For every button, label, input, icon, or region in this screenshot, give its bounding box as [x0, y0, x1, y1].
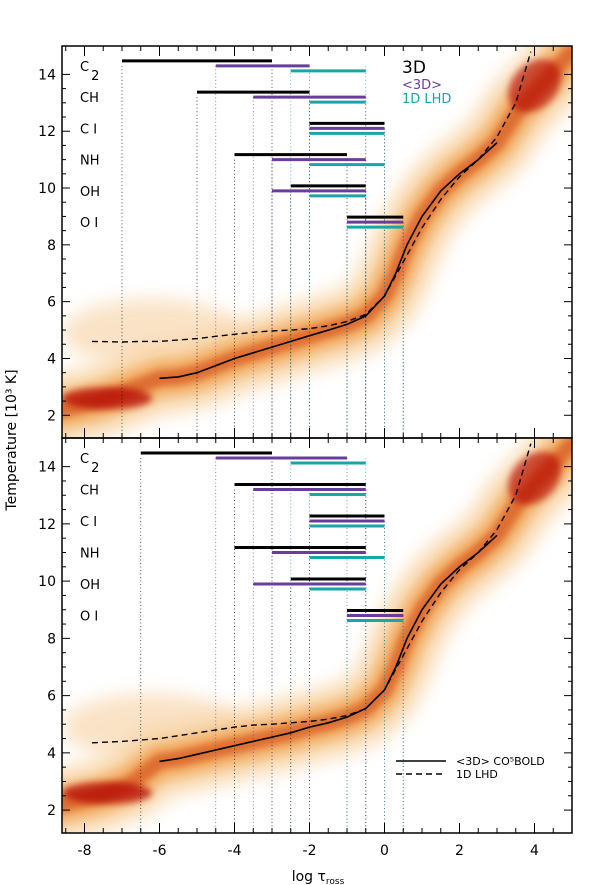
x-axis-label-main: log τ [292, 869, 326, 885]
legend-entry: <3D> [402, 78, 442, 93]
series-mean-3d-line [159, 142, 498, 380]
x-tick-label: 4 [530, 843, 539, 859]
species-label-main: CH [80, 91, 99, 106]
legend-entry: 1D LHD [456, 768, 498, 781]
plot-frame [61, 437, 573, 834]
species-label: O I [80, 216, 98, 231]
species-label-main: C I [80, 515, 97, 530]
legend-entry: 1D LHD [402, 92, 451, 107]
species-label-main: OH [80, 185, 100, 200]
y-tick-label: 4 [47, 746, 56, 762]
species-label-main: O I [80, 609, 98, 624]
species-label-main: CH [80, 484, 99, 499]
y-tick-label: 2 [47, 408, 56, 424]
y-axis-label: Temperature [10³ K] [4, 369, 20, 511]
x-tick-label: -8 [78, 843, 92, 859]
y-tick-label: 8 [47, 631, 56, 647]
species-label: C2 [80, 452, 99, 476]
temperature-curves [91, 443, 532, 763]
x-tick-label: 0 [380, 843, 389, 859]
x-axis-label-subscript: ross [326, 877, 345, 885]
species-label-main: C I [80, 122, 97, 137]
formation-range-bars: C2 CH C I NH OH O I [80, 451, 404, 624]
species-label: C I [80, 515, 97, 530]
svg-text:log τross: log τross [292, 869, 345, 885]
species-label-main: NH [80, 154, 100, 169]
species-label-subscript: 2 [91, 69, 99, 84]
species-label-main: O I [80, 216, 98, 231]
y-tick-label: 14 [38, 67, 56, 83]
y-tick-label: 8 [47, 238, 56, 254]
series-1d-lhd-line [91, 51, 532, 343]
x-tick-label: 2 [455, 843, 464, 859]
species-label: NH [80, 546, 100, 561]
y-tick-label: 10 [38, 181, 56, 197]
range-guide-lines [140, 458, 404, 833]
axes: 2 4 6 8 10 12 14 -8 -6 -4 -2 0 2 4 [38, 437, 573, 859]
x-axis-label: log τross [292, 869, 345, 885]
series-mean-3d-line [159, 534, 498, 763]
legend-entry: 3D [402, 58, 426, 78]
series-1d-lhd-line [91, 443, 532, 744]
x-tick-label: -2 [303, 843, 317, 859]
y-tick-label: 2 [47, 803, 56, 819]
species-label: OH [80, 185, 100, 200]
species-label: O I [80, 609, 98, 624]
species-label-subscript: 2 [91, 461, 99, 476]
y-tick-label: 10 [38, 574, 56, 590]
species-label-main: OH [80, 578, 100, 593]
x-tick-label: -4 [228, 843, 242, 859]
y-tick-label: 6 [47, 295, 56, 311]
axes: 2 4 6 8 10 12 14 [38, 45, 573, 439]
species-label: C2 [80, 60, 99, 84]
y-tick-label: 14 [38, 460, 56, 476]
legend-entry: <3D> CO⁵BOLD [456, 755, 545, 768]
species-label-main: NH [80, 546, 100, 561]
y-tick-label: 12 [38, 517, 56, 533]
species-label: OH [80, 578, 100, 593]
y-tick-label: 4 [47, 351, 56, 367]
y-tick-label: 12 [38, 124, 56, 140]
x-tick-label: -6 [153, 843, 167, 859]
formation-range-bars: C2 CH C I NH OH O I [80, 59, 404, 231]
species-label: CH [80, 484, 99, 499]
species-label: C I [80, 122, 97, 137]
legend: 3D<3D>1D LHD [402, 58, 451, 107]
species-label: CH [80, 91, 99, 106]
y-tick-label: 6 [47, 689, 56, 705]
temperature-curves [91, 51, 532, 380]
species-label-main: C [80, 60, 89, 75]
species-label: NH [80, 154, 100, 169]
species-label-main: C [80, 452, 89, 467]
